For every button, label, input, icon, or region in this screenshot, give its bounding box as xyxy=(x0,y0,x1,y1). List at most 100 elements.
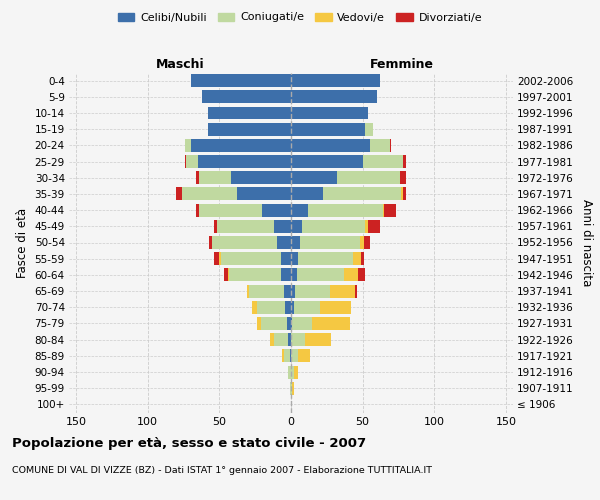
Bar xyxy=(358,268,365,281)
Bar xyxy=(294,366,298,378)
Bar xyxy=(257,301,285,314)
Bar xyxy=(217,220,274,233)
Bar xyxy=(220,252,221,265)
Bar xyxy=(228,268,229,281)
Bar xyxy=(285,301,291,314)
Bar xyxy=(196,172,199,184)
Bar xyxy=(291,155,362,168)
Bar xyxy=(198,155,291,168)
Bar xyxy=(383,204,384,216)
Bar xyxy=(214,252,220,265)
Bar xyxy=(284,350,290,362)
Bar xyxy=(187,155,198,168)
Bar xyxy=(176,188,182,200)
Bar xyxy=(212,236,277,249)
Bar xyxy=(320,301,351,314)
Bar xyxy=(299,236,360,249)
Bar xyxy=(305,333,331,346)
Bar xyxy=(291,74,380,87)
Bar xyxy=(291,90,377,104)
Bar xyxy=(360,236,364,249)
Bar xyxy=(400,172,406,184)
Bar xyxy=(297,268,344,281)
Bar xyxy=(292,382,294,394)
Bar xyxy=(287,317,291,330)
Bar xyxy=(257,317,261,330)
Text: Maschi: Maschi xyxy=(155,58,205,71)
Bar xyxy=(182,188,236,200)
Bar xyxy=(221,252,281,265)
Bar xyxy=(288,366,291,378)
Bar xyxy=(284,284,291,298)
Bar xyxy=(202,90,291,104)
Bar xyxy=(355,284,357,298)
Bar xyxy=(291,333,305,346)
Bar xyxy=(294,301,320,314)
Bar xyxy=(208,106,291,120)
Bar xyxy=(329,284,355,298)
Bar xyxy=(269,333,274,346)
Bar xyxy=(214,220,217,233)
Bar xyxy=(291,220,302,233)
Bar xyxy=(229,268,281,281)
Bar xyxy=(291,317,292,330)
Bar xyxy=(281,252,291,265)
Bar xyxy=(291,139,370,152)
Text: COMUNE DI VAL DI VIZZE (BZ) - Dati ISTAT 1° gennaio 2007 - Elaborazione TUTTITAL: COMUNE DI VAL DI VIZZE (BZ) - Dati ISTAT… xyxy=(12,466,432,475)
Bar xyxy=(231,172,291,184)
Bar xyxy=(196,204,199,216)
Bar xyxy=(291,350,298,362)
Bar xyxy=(283,350,284,362)
Bar xyxy=(291,172,337,184)
Bar xyxy=(384,204,395,216)
Bar xyxy=(290,382,291,394)
Bar xyxy=(185,155,187,168)
Bar xyxy=(291,268,297,281)
Bar xyxy=(364,236,370,249)
Bar xyxy=(323,188,401,200)
Bar xyxy=(191,74,291,87)
Bar xyxy=(288,333,291,346)
Bar xyxy=(290,350,291,362)
Bar xyxy=(291,122,365,136)
Bar xyxy=(277,236,291,249)
Bar xyxy=(281,268,291,281)
Text: Popolazione per età, sesso e stato civile - 2007: Popolazione per età, sesso e stato civil… xyxy=(12,438,366,450)
Bar xyxy=(298,252,353,265)
Bar xyxy=(302,220,365,233)
Bar xyxy=(401,188,403,200)
Bar xyxy=(209,236,212,249)
Bar xyxy=(224,268,228,281)
Bar xyxy=(403,188,406,200)
Bar xyxy=(365,220,368,233)
Bar xyxy=(291,366,294,378)
Bar xyxy=(199,204,262,216)
Bar xyxy=(291,188,323,200)
Bar xyxy=(274,220,291,233)
Bar xyxy=(262,204,291,216)
Bar xyxy=(390,139,391,152)
Bar xyxy=(236,188,291,200)
Y-axis label: Fasce di età: Fasce di età xyxy=(16,208,29,278)
Bar xyxy=(365,122,373,136)
Bar xyxy=(337,172,400,184)
Bar xyxy=(291,252,298,265)
Bar xyxy=(353,252,361,265)
Legend: Celibi/Nubili, Coniugati/e, Vedovi/e, Divorziati/e: Celibi/Nubili, Coniugati/e, Vedovi/e, Di… xyxy=(113,8,487,27)
Bar xyxy=(308,204,383,216)
Text: Femmine: Femmine xyxy=(370,58,434,71)
Bar xyxy=(261,317,287,330)
Bar xyxy=(362,155,403,168)
Bar xyxy=(313,317,350,330)
Bar xyxy=(292,317,313,330)
Bar xyxy=(199,172,231,184)
Bar xyxy=(370,139,390,152)
Bar xyxy=(191,139,291,152)
Bar xyxy=(361,252,364,265)
Bar xyxy=(298,350,310,362)
Bar xyxy=(274,333,288,346)
Bar xyxy=(208,122,291,136)
Bar xyxy=(368,220,380,233)
Y-axis label: Anni di nascita: Anni di nascita xyxy=(580,199,593,286)
Bar xyxy=(403,155,406,168)
